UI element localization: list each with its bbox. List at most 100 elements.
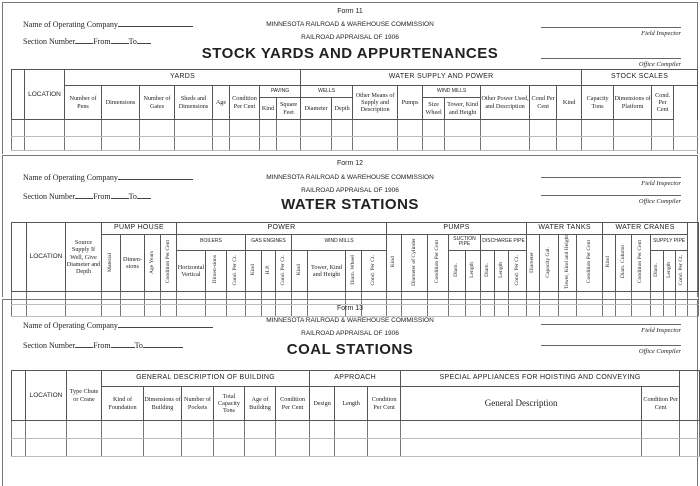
commission-name: MINNESOTA RAILROAD & WAREHOUSE COMMISSIO… xyxy=(266,21,434,28)
company-label: Name of Operating Company xyxy=(23,20,118,29)
boilers-group: BOILERS xyxy=(176,234,246,251)
col-tank-diameter: Diameter xyxy=(526,233,541,293)
col-wind-kind: Kind xyxy=(291,249,308,293)
section-field: Section Number From To xyxy=(23,37,151,46)
col-paving-kind: Kind xyxy=(259,97,277,120)
location-header: LOCATION xyxy=(26,221,66,293)
water-supply-group: WATER SUPPLY AND POWER xyxy=(300,69,583,86)
col-discharge-length: Length xyxy=(494,249,510,293)
col-hp: H.P. xyxy=(261,249,276,293)
section-field: Section Number From To xyxy=(23,341,183,350)
supply-pipe-group: SUPPLY PIPE xyxy=(650,234,689,251)
col-tank-condition: Condition Per Cent xyxy=(576,233,604,293)
to-label: To xyxy=(128,37,137,46)
company-field: Name of Operating Company xyxy=(23,321,213,330)
col-dimensions: Dimen-sions xyxy=(120,233,145,293)
col-scale-kind: Kind xyxy=(556,85,583,120)
col-wind-wheel: Diam. Wheel xyxy=(345,249,362,293)
col-tank-capacity: Capacity Gal. xyxy=(539,233,560,293)
col-crane-kind: Kind xyxy=(602,233,617,293)
col-age: Age of Building xyxy=(244,386,276,421)
building-group: GENERAL DESCRIPTION OF BUILDING xyxy=(100,370,311,387)
col-boiler-dims: Dimen-sions xyxy=(205,249,227,293)
office-compiler-line: Office Compiler xyxy=(541,195,681,205)
from-label: From xyxy=(93,37,111,46)
office-compiler-line: Office Compiler xyxy=(541,58,681,68)
col-pump-kind: Kind xyxy=(386,233,403,293)
col-age: Age Years xyxy=(144,233,161,293)
water-cranes-group: WATER CRANES xyxy=(602,222,689,235)
col-condition: Condition Per Cent xyxy=(160,233,177,293)
col-dimensions: Dimensions xyxy=(101,85,140,120)
table-row xyxy=(11,304,700,318)
from-label: From xyxy=(93,341,111,350)
company-blank xyxy=(117,20,193,27)
company-field: Name of Operating Company xyxy=(23,20,193,29)
table-row xyxy=(11,136,699,151)
col-source-supply: Source Supply If Well, Give Diameter and… xyxy=(65,221,102,293)
col-discharge-cond: Cond. Per Ct. xyxy=(508,249,528,293)
company-label: Name of Operating Company xyxy=(23,321,118,330)
suction-pipe-group: SUCTION PIPE xyxy=(448,234,482,251)
table-row xyxy=(11,119,699,137)
form-number: Form 13 xyxy=(336,305,364,312)
col-approach-condition: Condition Per Cent xyxy=(367,386,402,421)
col-material: Material xyxy=(101,233,121,293)
col-cylinder: Diameter of Cylinder xyxy=(401,233,429,293)
col-foundation: Kind of Foundation xyxy=(101,386,144,421)
field-inspector-line: Field Inspector xyxy=(541,177,681,187)
from-label: From xyxy=(93,192,111,201)
appraisal-title: RAILROAD APPRAISAL OF 1906 xyxy=(301,187,399,194)
commission-name: MINNESOTA RAILROAD & WAREHOUSE COMMISSIO… xyxy=(266,317,434,324)
blank-col xyxy=(11,370,26,421)
section-label: Section Number xyxy=(23,37,76,46)
form-title: COAL STATIONS xyxy=(286,341,414,358)
col-pump-condition: Condition Per Cent xyxy=(427,233,450,293)
blank-col xyxy=(11,221,27,293)
col-crane-condition: Condition Per Cent xyxy=(631,233,652,293)
col-building-dims: Dimensions of Building xyxy=(143,386,182,421)
blank-col xyxy=(687,221,700,293)
from-blank xyxy=(110,37,129,44)
form-title: STOCK YARDS AND APPURTENANCES xyxy=(201,45,499,62)
col-sheds: Sheds and Dimensions xyxy=(174,85,213,120)
coal-stations-table: LOCATION Type Chute or Crane GENERAL DESCR… xyxy=(11,370,700,457)
table-row xyxy=(11,438,700,457)
from-blank xyxy=(110,192,129,199)
col-pumps: Pumps xyxy=(397,85,424,120)
from-blank xyxy=(110,341,135,348)
table-row xyxy=(11,420,700,439)
col-boiler-cond: Cond. Per Ct. xyxy=(226,249,246,293)
col-capacity: Capacity Tons xyxy=(581,85,615,120)
col-wind-tower: Tower, Kind and Height xyxy=(307,249,346,293)
blank-col xyxy=(11,69,25,120)
col-platform: Dimensions of Platform xyxy=(613,85,653,120)
form-number: Form 11 xyxy=(337,8,363,15)
water-stations-table: LOCATION Source Supply If Well, Give Diam… xyxy=(11,221,700,318)
wind-mills-group: WIND MILLS xyxy=(422,85,482,98)
form-13-coal-stations: Form 13 MINNESOTA RAILROAD & WAREHOUSE C… xyxy=(2,299,700,486)
col-pockets: Number of Pockets xyxy=(181,386,214,421)
form-11-stock-yards: Form 11 MINNESOTA RAILROAD & WAREHOUSE C… xyxy=(2,2,699,154)
wells-group: WELLS xyxy=(300,85,354,98)
table-row xyxy=(11,291,700,306)
col-gas-kind: Kind xyxy=(245,249,262,293)
col-other-means: Other Means of Supply and Description xyxy=(352,85,399,120)
col-supply-diam: Diam. xyxy=(650,249,665,293)
section-blank xyxy=(75,192,94,199)
col-capacity: Total Capacity Tons xyxy=(213,386,245,421)
to-label: To xyxy=(128,192,137,201)
stock-scales-group: STOCK SCALES xyxy=(581,69,699,86)
pumps-group: PUMPS xyxy=(386,222,528,235)
form-title: WATER STATIONS xyxy=(281,196,419,213)
col-type: Type Chute or Crane xyxy=(66,370,102,421)
commission-name: MINNESOTA RAILROAD & WAREHOUSE COMMISSIO… xyxy=(266,174,434,181)
to-blank xyxy=(136,37,151,44)
col-wind-cond: Cond. Per Ct. xyxy=(360,249,388,293)
col-supply-length: Length xyxy=(663,249,677,293)
col-tower: Tower, Kind and Height xyxy=(444,97,482,120)
form-12-water-stations: Form 12 MINNESOTA RAILROAD & WAREHOUSE C… xyxy=(2,155,700,318)
special-appliances-group: SPECIAL APPLIANCES FOR HOISTING AND CONV… xyxy=(400,370,681,387)
pump-house-group: PUMP HOUSE xyxy=(101,222,177,235)
col-suction-diam: Diam. xyxy=(448,249,467,293)
